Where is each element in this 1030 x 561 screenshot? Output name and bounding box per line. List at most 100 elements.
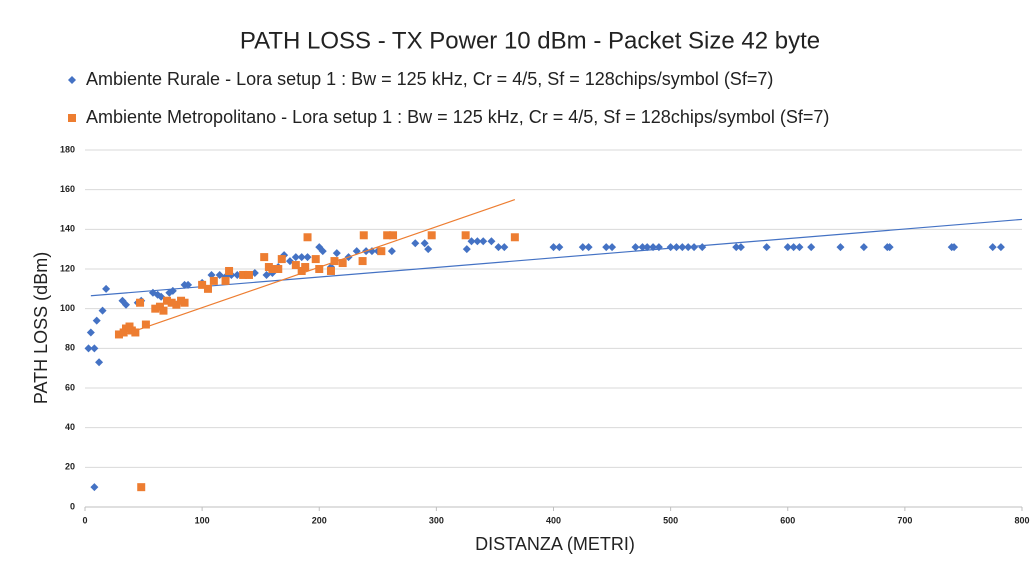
- x-tick-label: 700: [897, 515, 912, 525]
- point: [555, 243, 564, 252]
- point: [225, 266, 234, 275]
- y-tick-label: 20: [65, 462, 75, 472]
- point: [198, 280, 207, 289]
- point: [315, 265, 324, 273]
- point: [643, 243, 652, 252]
- point: [672, 243, 681, 252]
- point: [795, 243, 804, 252]
- point: [98, 306, 107, 315]
- point: [494, 243, 503, 252]
- point: [836, 243, 845, 252]
- y-tick-label: 60: [65, 382, 75, 392]
- point: [86, 328, 95, 337]
- y-tick-label: 80: [65, 343, 75, 353]
- point: [487, 237, 496, 246]
- x-tick-label: 300: [429, 515, 444, 525]
- point: [732, 243, 741, 252]
- point: [510, 233, 519, 242]
- point: [136, 298, 145, 307]
- x-tick-label: 600: [780, 515, 795, 525]
- point: [608, 243, 617, 252]
- point: [427, 231, 436, 240]
- legend-label: Ambiente Rurale - Lora setup 1 : Bw = 12…: [86, 69, 773, 89]
- point: [221, 276, 230, 285]
- point: [301, 263, 310, 272]
- point: [462, 245, 471, 254]
- point: [277, 255, 286, 264]
- point: [162, 296, 171, 305]
- point: [649, 243, 658, 252]
- point: [789, 243, 798, 252]
- point: [377, 247, 386, 256]
- point: [95, 358, 104, 367]
- point: [950, 243, 959, 252]
- point: [274, 265, 283, 273]
- x-tick-label: 100: [195, 515, 210, 525]
- point: [141, 320, 150, 329]
- point: [684, 243, 693, 252]
- point: [359, 231, 368, 240]
- y-tick-label: 160: [60, 184, 75, 194]
- point: [549, 243, 558, 252]
- point: [424, 245, 433, 254]
- point: [121, 300, 130, 309]
- point: [666, 243, 675, 252]
- point: [114, 330, 123, 339]
- point: [291, 253, 300, 262]
- x-tick-label: 400: [546, 515, 561, 525]
- x-tick-label: 800: [1014, 515, 1029, 525]
- point: [90, 483, 99, 492]
- x-axis-label: DISTANZA (METRI): [475, 534, 635, 554]
- point: [90, 344, 99, 353]
- point: [500, 243, 509, 252]
- point: [411, 239, 420, 248]
- point: [332, 249, 341, 258]
- point: [172, 300, 181, 309]
- y-tick-label: 0: [70, 501, 75, 511]
- x-tick-label: 0: [82, 515, 87, 525]
- y-tick-label: 100: [60, 303, 75, 313]
- point: [698, 243, 707, 252]
- legend-label: Ambiente Metropolitano - Lora setup 1 : …: [86, 107, 829, 127]
- point: [203, 284, 212, 293]
- point: [168, 286, 177, 295]
- point: [159, 306, 168, 315]
- point: [151, 304, 160, 313]
- y-tick-label: 120: [60, 263, 75, 273]
- x-tick-label: 200: [312, 515, 327, 525]
- point: [387, 247, 396, 256]
- point: [303, 233, 312, 242]
- point: [84, 344, 93, 353]
- point: [303, 253, 312, 262]
- point: [209, 276, 218, 285]
- point: [783, 243, 792, 252]
- point: [996, 243, 1005, 252]
- trendline: [90, 218, 1023, 297]
- y-tick-label: 40: [65, 422, 75, 432]
- y-tick-label: 180: [60, 144, 75, 154]
- point: [318, 247, 327, 256]
- point: [638, 243, 647, 252]
- legend-marker: [68, 114, 76, 122]
- point: [479, 237, 488, 246]
- point: [584, 243, 593, 252]
- point: [92, 316, 101, 325]
- point: [762, 243, 771, 252]
- point: [330, 257, 339, 266]
- point: [180, 298, 189, 307]
- point: [167, 298, 176, 307]
- legend-marker: [68, 76, 76, 84]
- point: [268, 265, 277, 273]
- point: [244, 270, 253, 279]
- point: [102, 284, 111, 293]
- point: [420, 239, 429, 248]
- point: [859, 243, 868, 252]
- point: [988, 243, 997, 252]
- y-axis-label: PATH LOSS (dBm): [31, 252, 51, 404]
- chart-title: PATH LOSS - TX Power 10 dBm - Packet Siz…: [240, 27, 820, 54]
- point: [358, 257, 367, 266]
- point: [137, 483, 146, 492]
- x-tick-label: 500: [663, 515, 678, 525]
- point: [473, 237, 482, 246]
